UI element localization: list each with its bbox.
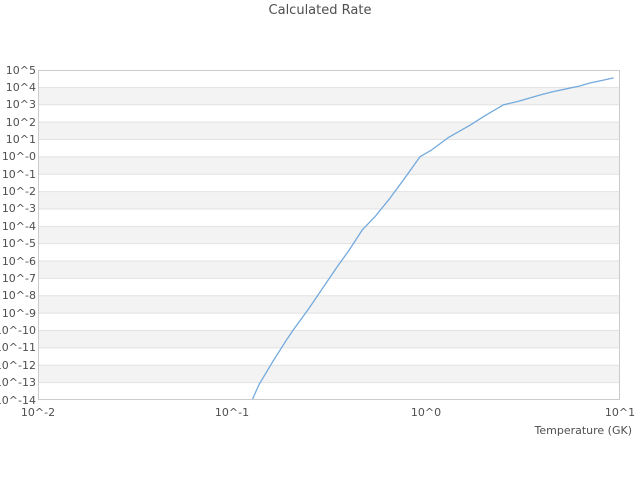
x-tick-label: 10^1	[604, 406, 636, 419]
plot-border	[38, 70, 620, 400]
x-axis-title: Temperature (GK)	[534, 424, 633, 437]
y-tick-label: 10^-4	[1, 219, 36, 233]
y-tick-label: 10^-10	[0, 324, 36, 337]
rate-curve-line	[251, 77, 614, 400]
x-tick-label: 10^0	[410, 406, 442, 419]
chart-title: Calculated Rate	[268, 3, 372, 18]
x-tick-label: 10^-1	[214, 406, 250, 419]
plot-area	[38, 70, 620, 400]
y-tick-label: 10^-14	[0, 393, 36, 407]
horizontal-gridlines	[38, 86, 620, 384]
y-tick-label: 10^4	[5, 80, 36, 94]
y-tick-label: 10^2	[5, 115, 36, 129]
y-tick-label: 10^3	[5, 98, 36, 112]
y-tick-label: 10^-1	[1, 167, 36, 181]
y-tick-label: 10^-0	[1, 150, 36, 164]
y-tick-label: 10^5	[5, 63, 36, 77]
decade-stripes	[38, 87, 620, 383]
y-tick-label: 10^-8	[1, 289, 36, 303]
y-tick-label: 10^-9	[1, 306, 36, 320]
y-tick-label: 10^-13	[0, 376, 36, 390]
y-tick-label: 10^-12	[0, 358, 36, 372]
y-tick-label: 10^-3	[1, 202, 36, 216]
y-tick-label: 10^-7	[1, 271, 36, 285]
y-tick-label: 10^-5	[1, 237, 36, 251]
y-tick-label: 10^-11	[0, 341, 36, 355]
y-tick-label: 10^-2	[1, 185, 36, 199]
x-tick-label: 10^-2	[20, 406, 56, 419]
y-tick-label: 10^1	[5, 133, 36, 146]
y-tick-label: 10^-6	[1, 254, 36, 268]
